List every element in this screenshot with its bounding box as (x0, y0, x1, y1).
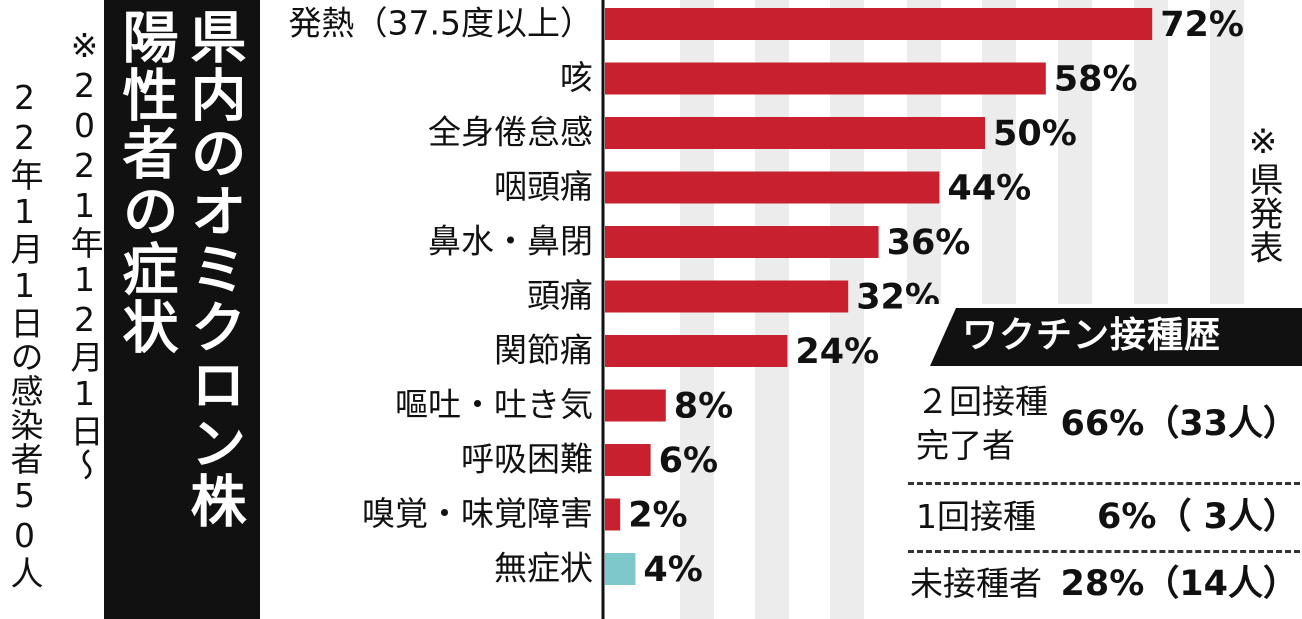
category-label: 無症状 (494, 549, 593, 588)
category-label: 頭痛 (527, 276, 593, 315)
vax-separator-1 (908, 482, 1300, 485)
title-panel (104, 0, 260, 619)
bar (605, 171, 940, 204)
vax-row-2-value: 6%（ 3人） (1097, 497, 1298, 537)
vax-row-2-label: 1回接種 (916, 497, 1036, 536)
vax-row-1-label-line-2: 完了者 (916, 426, 1015, 465)
value-label: 44% (947, 169, 1031, 209)
category-label: 関節痛 (494, 331, 593, 370)
chart-title-line-1: 県内のオミクロン株 (181, 8, 246, 530)
bar (605, 226, 879, 258)
value-label: 6% (659, 441, 718, 481)
value-label: 50% (993, 114, 1077, 154)
value-label: 8% (674, 387, 733, 427)
vax-row-3-label: 未接種者 (910, 564, 1042, 603)
vax-row-3-value: 28%（14人） (1060, 564, 1298, 604)
bar (605, 117, 985, 149)
bar (605, 389, 666, 422)
category-label: 嘔吐・吐き気 (395, 385, 593, 424)
value-label: 58% (1054, 60, 1138, 100)
vaccination-header (930, 308, 1302, 366)
bar (605, 553, 636, 585)
category-label: 鼻水・鼻閉 (428, 222, 593, 261)
value-label: 24% (795, 332, 879, 372)
bar (605, 280, 849, 313)
chart-title-line-2: 陽性者の症状 (113, 8, 178, 356)
bar (605, 498, 621, 531)
vax-row-1-label-line-1: ２回接種 (916, 382, 1048, 421)
category-label: 発熱（37.5度以上） (289, 4, 593, 43)
period-note: ※2021年12月1日～ (65, 26, 104, 482)
category-label: 咽頭痛 (494, 167, 593, 206)
category-label: 呼吸困難 (461, 440, 593, 479)
category-label: 嗅覚・味覚障害 (362, 494, 593, 533)
bar (605, 62, 1046, 95)
vax-separator-2 (908, 550, 1300, 553)
value-label: 2% (628, 496, 687, 536)
bar (605, 8, 1153, 40)
vax-row-1-value: 66%（33人） (1060, 404, 1298, 444)
bars (605, 8, 1153, 585)
value-label: 72% (1160, 5, 1244, 45)
source-note: ※県発表 (1243, 122, 1283, 264)
sample-note: 22年1月1日の感染者50人 (5, 78, 44, 590)
value-label: 4% (643, 550, 702, 590)
category-label: 咳 (560, 58, 593, 97)
bar (605, 444, 651, 476)
vaccination-title: ワクチン接種歴 (962, 315, 1222, 356)
category-labels: 発熱（37.5度以上） 咳全身倦怠感咽頭痛鼻水・鼻閉頭痛関節痛嘔吐・吐き気呼吸困難… (289, 4, 593, 588)
value-labels: 72%58%50%44%36%32%24%8%6%2%4% (628, 5, 1244, 590)
bar (605, 335, 788, 367)
category-label: 全身倦怠感 (428, 113, 593, 152)
value-label: 36% (887, 223, 971, 263)
